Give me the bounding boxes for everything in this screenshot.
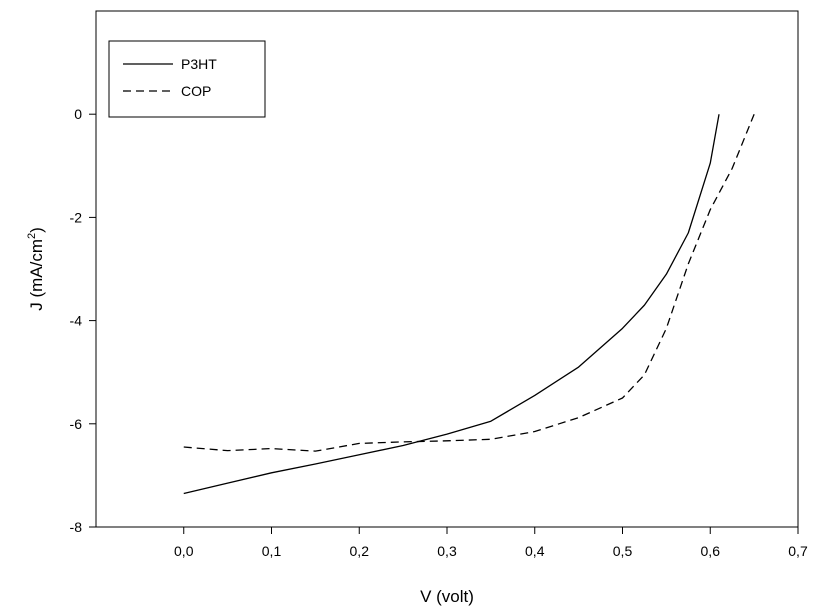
- y-tick-label: -2: [70, 209, 83, 225]
- x-axis-title: V (volt): [420, 587, 474, 606]
- x-tick-label: 0,4: [525, 543, 545, 559]
- series-line-p3ht: [183, 114, 720, 495]
- y-tick-label: -4: [70, 313, 83, 329]
- y-axis-title-main: J (mA/cm: [27, 239, 46, 311]
- legend-box: [108, 40, 266, 118]
- y-tick-label: -6: [70, 416, 83, 432]
- x-tick-label: 0,5: [613, 543, 633, 559]
- legend-label-cop: COP: [181, 83, 211, 99]
- series-layer: [183, 113, 755, 495]
- x-tick-label: 0,3: [437, 543, 457, 559]
- x-tick-label: 0,7: [788, 543, 808, 559]
- y-axis-ticks: 0 -2 -4 -6 -8: [70, 106, 96, 535]
- y-tick-label: 0: [74, 106, 82, 122]
- x-axis-ticks: 0,0 0,1 0,2 0,3 0,4 0,5 0,6 0,7: [174, 527, 808, 559]
- y-axis-title: J (mA/cm2): [26, 227, 46, 311]
- svg-text:J (mA/cm2): J (mA/cm2): [26, 227, 46, 311]
- x-tick-label: 0,1: [262, 543, 282, 559]
- series-line-cop: [183, 113, 755, 452]
- y-tick-label: -8: [70, 519, 83, 535]
- y-axis-title-sup: 2: [26, 233, 38, 239]
- legend-label-p3ht: P3HT: [181, 56, 217, 72]
- x-tick-label: 0,0: [174, 543, 194, 559]
- y-axis-title-close: ): [27, 227, 46, 233]
- x-tick-label: 0,6: [701, 543, 721, 559]
- x-tick-label: 0,2: [350, 543, 370, 559]
- legend: P3HT COP: [108, 40, 266, 118]
